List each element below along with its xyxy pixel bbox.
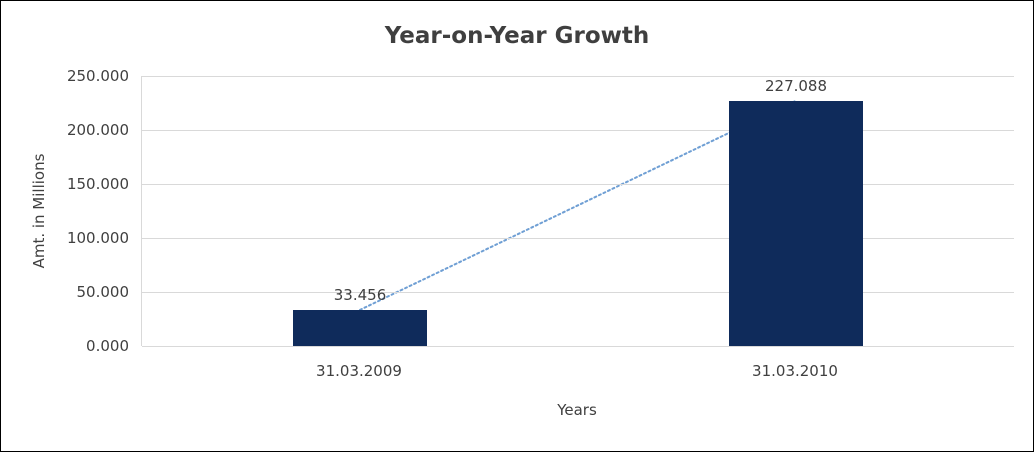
chart-title: Year-on-Year Growth	[384, 23, 650, 49]
bar-value-label: 227.088	[764, 76, 828, 95]
gridline	[142, 75, 1014, 77]
y-tick-label: 250.000	[66, 67, 129, 85]
x-tick-label: 31.03.2010	[752, 362, 838, 380]
gridline	[142, 345, 1014, 347]
y-tick-label: 0.000	[86, 337, 129, 355]
x-tick-label: 31.03.2009	[316, 362, 402, 380]
gridline	[142, 237, 1014, 239]
x-axis-label: Years	[557, 401, 597, 419]
bar-31.03.2010	[729, 100, 863, 346]
bar-value-label: 33.456	[333, 285, 387, 304]
y-axis-label: Amt. in Millions	[30, 153, 48, 269]
gridline	[142, 183, 1014, 185]
gridline	[142, 291, 1014, 293]
y-tick-label: 50.000	[76, 283, 130, 301]
gridline	[142, 129, 1014, 131]
trend-line	[359, 99, 797, 311]
y-tick-label: 150.000	[66, 175, 129, 193]
y-tick-label: 200.000	[66, 121, 129, 139]
plot-area: 33.456 227.088	[141, 75, 1014, 347]
y-tick-label: 100.000	[66, 229, 129, 247]
bar-31.03.2009	[293, 309, 427, 346]
